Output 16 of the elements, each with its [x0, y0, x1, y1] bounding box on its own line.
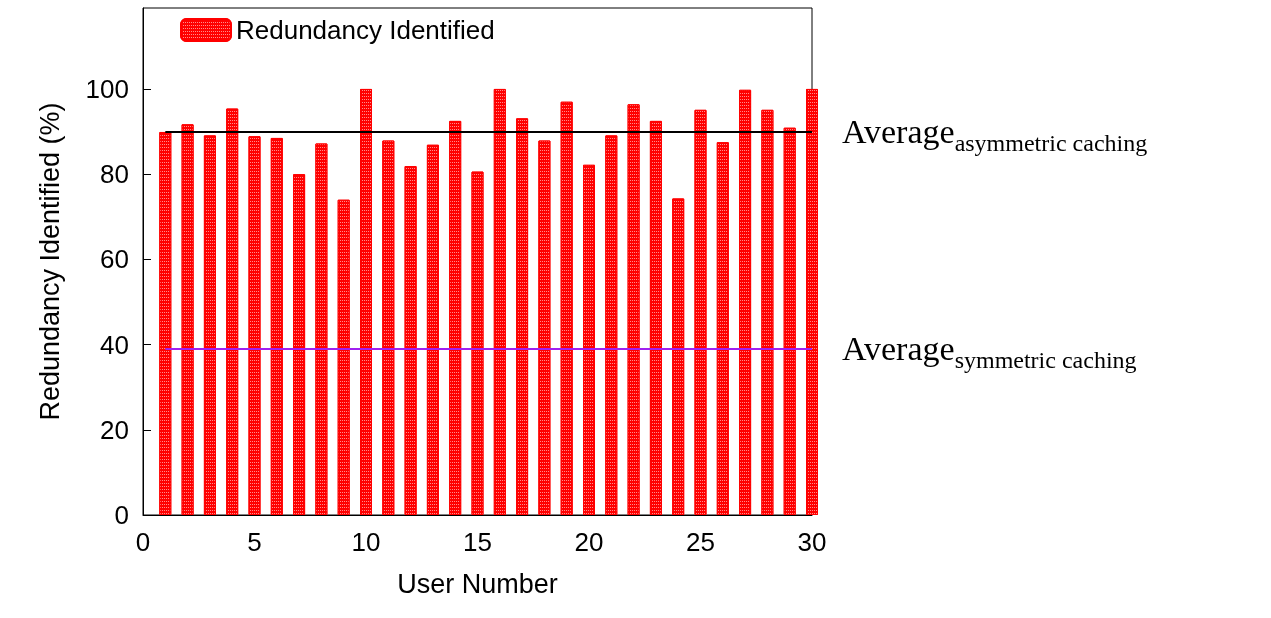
x-tick-label: 25	[686, 527, 715, 557]
y-tick-label: 100	[85, 73, 129, 104]
x-tick-label: 5	[247, 527, 262, 557]
y-tick-label: 20	[100, 414, 129, 445]
x-axis-title: User Number	[397, 568, 558, 599]
x-tick-label: 20	[574, 527, 604, 557]
x-tick-label: 0	[135, 527, 151, 557]
x-tick-label: 15	[463, 527, 492, 557]
x-tick-label: 30	[797, 527, 827, 557]
y-axis-title: Redundancy Identified (%)	[34, 102, 65, 421]
legend-label: Redundancy Identified	[236, 15, 495, 45]
y-tick-label: 60	[100, 244, 129, 275]
y-tick-label: 40	[100, 329, 129, 360]
x-tick-label: 10	[351, 527, 381, 557]
y-tick-label: 80	[100, 159, 129, 190]
y-tick-label: 0	[114, 500, 129, 530]
